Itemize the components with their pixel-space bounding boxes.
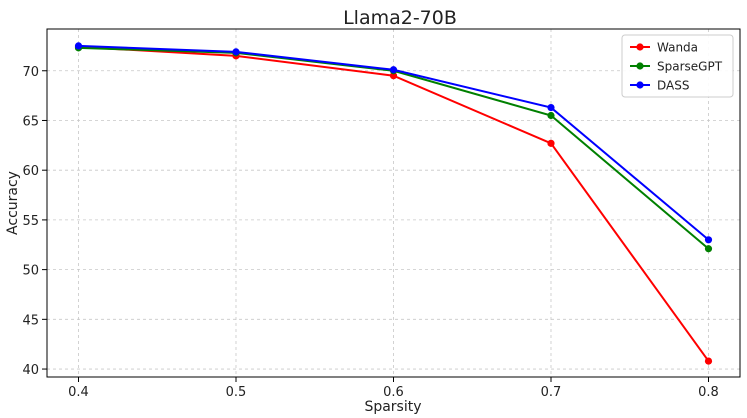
legend-marker-dass — [636, 81, 644, 89]
series-layer — [74, 42, 713, 365]
chart-title: Llama2-70B — [343, 7, 457, 29]
data-point-wanda — [547, 139, 555, 147]
data-point-dass — [74, 42, 83, 50]
data-point-sparsegpt — [704, 245, 713, 253]
legend: Wanda SparseGPT DASS — [621, 34, 734, 98]
legend-marker-wanda — [636, 43, 644, 51]
y-axis-label: Accuracy — [5, 171, 21, 235]
y-tick-label: 70 — [22, 65, 39, 80]
y-tick-label: 60 — [22, 164, 39, 179]
legend-label-sparsegpt: SparseGPT — [657, 60, 723, 74]
data-point-wanda — [704, 357, 713, 365]
x-tick-label: 0.6 — [383, 385, 404, 400]
data-point-dass — [232, 48, 240, 56]
x-axis-label: Sparsity — [364, 399, 421, 415]
y-tick-label: 55 — [22, 214, 39, 229]
x-tick-label: 0.8 — [698, 385, 719, 400]
legend-label-wanda: Wanda — [657, 41, 698, 55]
x-tick-label: 0.4 — [68, 385, 89, 400]
data-point-dass — [547, 103, 555, 112]
ticks-layer: 0.4 0.5 0.6 0.7 0.8 40 45 50 55 60 65 70 — [22, 65, 718, 400]
data-point-sparsegpt — [547, 111, 555, 120]
data-point-wanda — [389, 72, 398, 80]
legend-marker-sparsegpt — [636, 62, 644, 70]
x-tick-label: 0.5 — [226, 385, 247, 400]
data-point-dass — [389, 66, 398, 74]
y-tick-label: 65 — [22, 114, 39, 129]
y-tick-label: 45 — [22, 313, 39, 328]
y-tick-label: 50 — [22, 264, 39, 279]
y-tick-label: 40 — [22, 363, 39, 378]
legend-label-dass: DASS — [657, 79, 689, 93]
data-point-dass — [704, 236, 713, 244]
legend-box — [621, 34, 734, 98]
x-tick-label: 0.7 — [541, 385, 562, 400]
